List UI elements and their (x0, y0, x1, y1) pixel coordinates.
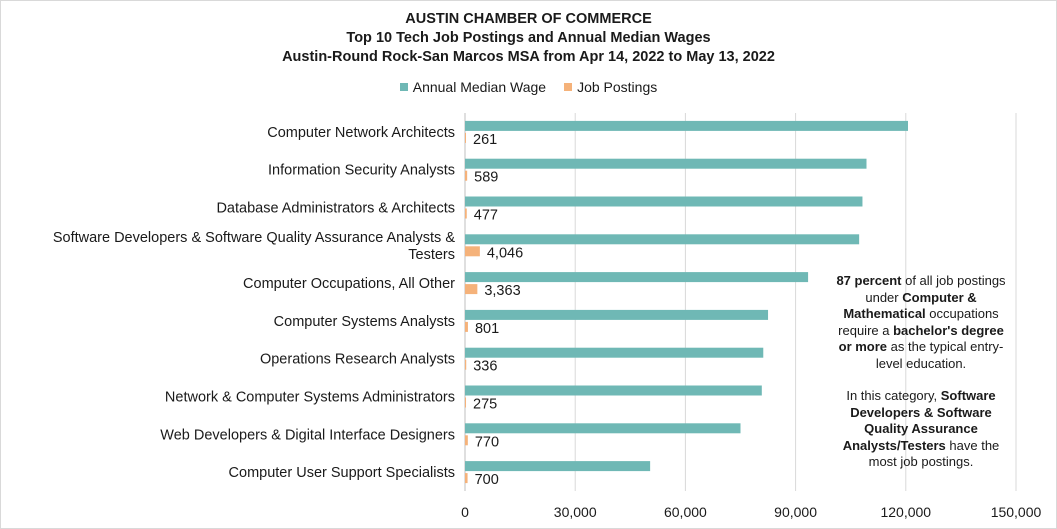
wage-bar-6 (465, 347, 764, 358)
postings-bar-7 (465, 397, 467, 408)
wage-bar-2 (465, 196, 863, 207)
postings-label-0: 261 (473, 132, 497, 148)
category-label-8: Web Developers & Digital Interface Desig… (160, 427, 455, 443)
wage-bar-7 (465, 385, 762, 396)
chart-subtitle-2: Austin-Round Rock-San Marcos MSA from Ap… (282, 49, 775, 65)
postings-bar-1 (465, 170, 468, 181)
wage-bar-5 (465, 309, 769, 320)
legend-label-postings: Job Postings (577, 79, 658, 95)
legend-item-postings: Job Postings (564, 79, 657, 95)
category-label-5: Computer Systems Analysts (274, 314, 455, 330)
chart-subtitle: Top 10 Tech Job Postings and Annual Medi… (346, 30, 711, 46)
postings-label-3: 4,046 (487, 245, 523, 261)
postings-label-8: 770 (475, 434, 499, 450)
wage-bar-3 (465, 234, 860, 245)
category-label-3-line-0: Software Developers & Software Quality A… (53, 230, 455, 246)
legend-swatch-wage (399, 83, 408, 91)
wage-bar-9 (465, 461, 651, 472)
x-tick-label-0: 0 (461, 504, 469, 520)
wage-bar-4 (465, 272, 809, 283)
category-label-0: Computer Network Architects (267, 125, 455, 141)
x-tick-label-4: 120,000 (880, 504, 931, 520)
category-label-3-line-1: Testers (408, 247, 455, 263)
chart-title: AUSTIN CHAMBER OF COMMERCE (405, 11, 652, 27)
postings-bar-3 (465, 246, 480, 257)
legend-item-wage: Annual Median Wage (399, 79, 547, 95)
x-tick-label-1: 30,000 (554, 504, 597, 520)
annotation-paragraph-1: 87 percent of all job postings under Com… (836, 273, 1006, 371)
postings-bar-4 (465, 284, 478, 295)
postings-label-1: 589 (474, 170, 498, 186)
annotation-paragraph-2: In this category, Software Developers & … (842, 388, 1000, 469)
x-tick-label-5: 150,000 (991, 504, 1042, 520)
annotation-box: 87 percent of all job postings under Com… (833, 273, 1009, 487)
postings-label-6: 336 (473, 359, 497, 375)
legend-label-wage: Annual Median Wage (412, 79, 547, 95)
category-label-9: Computer User Support Specialists (229, 465, 455, 481)
chart-titles: AUSTIN CHAMBER OF COMMERCE Top 10 Tech J… (0, 10, 1057, 67)
legend: Annual Median Wage Job Postings (0, 79, 1057, 95)
wage-bar-0 (465, 120, 909, 131)
postings-bar-9 (465, 473, 468, 484)
postings-bar-5 (465, 321, 468, 332)
postings-bar-6 (465, 359, 467, 370)
category-label-4: Computer Occupations, All Other (243, 276, 455, 292)
x-tick-label-3: 90,000 (774, 504, 817, 520)
postings-bar-0 (465, 132, 466, 143)
legend-swatch-postings (564, 83, 573, 91)
category-label-1: Information Security Analysts (268, 163, 455, 179)
category-label-7: Network & Computer Systems Administrator… (165, 390, 455, 406)
category-label-6: Operations Research Analysts (260, 352, 455, 368)
category-label-2: Database Administrators & Architects (216, 201, 455, 217)
postings-label-7: 275 (473, 397, 497, 413)
x-tick-label-2: 60,000 (664, 504, 707, 520)
postings-label-9: 700 (475, 472, 499, 488)
postings-bar-8 (465, 435, 468, 446)
wage-bar-1 (465, 158, 867, 169)
postings-bar-2 (465, 208, 467, 219)
postings-label-4: 3,363 (484, 283, 520, 299)
postings-label-5: 801 (475, 321, 499, 337)
postings-label-2: 477 (474, 208, 498, 224)
wage-bar-8 (465, 423, 741, 434)
